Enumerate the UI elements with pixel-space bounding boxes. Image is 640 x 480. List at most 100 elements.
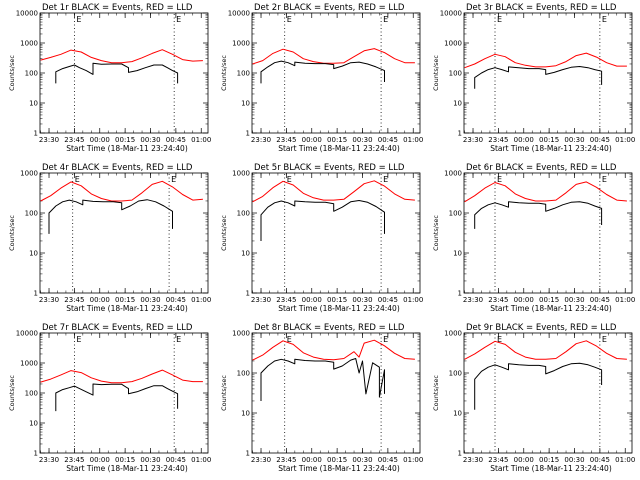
x-tick-label: 23:30 bbox=[251, 136, 271, 144]
plot-frame bbox=[39, 332, 209, 454]
y-tick-label: 10 bbox=[29, 420, 38, 428]
series-line-lld bbox=[40, 49, 203, 64]
panel-title: Det 8r BLACK = Events, RED = LLD bbox=[254, 323, 405, 333]
x-tick-label: 23:30 bbox=[463, 136, 483, 144]
x-axis-label: Start Time (18-Mar-11 23:24:40) bbox=[490, 304, 612, 313]
chart-panel-9: Det 9r BLACK = Events, RED = LLD 1 10 100 10… bbox=[432, 323, 635, 473]
x-tick-label: 00:15 bbox=[539, 296, 559, 304]
y-axis-label: Counts/sec bbox=[220, 55, 228, 91]
panel-title: Det 4r BLACK = Events, RED = LLD bbox=[42, 163, 193, 173]
plot-frame bbox=[463, 12, 633, 134]
y-tick-label: 100 bbox=[449, 70, 462, 78]
y-tick-label: 1 bbox=[34, 130, 38, 138]
x-tick-label: 23:45 bbox=[64, 296, 84, 304]
y-tick-label: 1 bbox=[458, 130, 462, 138]
series-line-events bbox=[48, 199, 173, 234]
x-axis-label: Start Time (18-Mar-11 23:24:40) bbox=[278, 464, 400, 473]
x-tick-label: 01:00 bbox=[191, 296, 211, 304]
y-tick-label: 10000 bbox=[228, 10, 250, 18]
y-tick-label: 1000 bbox=[20, 40, 38, 48]
x-tick-label: 00:45 bbox=[590, 136, 610, 144]
x-tick-label: 23:30 bbox=[39, 296, 59, 304]
y-tick-label: 1000 bbox=[444, 170, 462, 178]
panel-title: Det 1r BLACK = Events, RED = LLD bbox=[42, 3, 193, 13]
x-tick-label: 01:00 bbox=[615, 296, 635, 304]
x-tick-label: 00:00 bbox=[514, 136, 534, 144]
x-tick-label: 01:00 bbox=[191, 136, 211, 144]
y-tick-label: 100 bbox=[449, 210, 462, 218]
chart-panel-4: Det 4r BLACK = Events, RED = LLD 1 10 100 10… bbox=[8, 163, 211, 313]
y-tick-label: 10 bbox=[241, 100, 250, 108]
y-tick-label: 10 bbox=[29, 100, 38, 108]
x-axis-label: Start Time (18-Mar-11 23:24:40) bbox=[278, 304, 400, 313]
x-tick-label: 23:45 bbox=[488, 136, 508, 144]
y-tick-label: 10 bbox=[453, 250, 462, 258]
y-tick-label: 10 bbox=[241, 250, 250, 258]
x-tick-label: 23:30 bbox=[39, 456, 59, 464]
plot-frame bbox=[251, 332, 421, 454]
y-tick-label: 100 bbox=[237, 210, 250, 218]
series-line-lld bbox=[464, 181, 627, 203]
y-tick-label: 1 bbox=[246, 450, 250, 458]
y-tick-label: 100 bbox=[449, 370, 462, 378]
y-tick-label: 1000 bbox=[20, 360, 38, 368]
x-tick-label: 23:30 bbox=[251, 296, 271, 304]
series-line-lld bbox=[252, 339, 415, 361]
event-marker-label: E bbox=[497, 335, 502, 344]
x-tick-label: 00:45 bbox=[166, 296, 186, 304]
series-line-events bbox=[260, 358, 385, 401]
x-tick-label: 00:45 bbox=[590, 296, 610, 304]
y-tick-label: 1000 bbox=[20, 170, 38, 178]
x-tick-label: 00:15 bbox=[327, 456, 347, 464]
x-tick-label: 00:15 bbox=[327, 296, 347, 304]
y-tick-label: 1 bbox=[34, 290, 38, 298]
x-tick-label: 00:15 bbox=[115, 136, 135, 144]
x-tick-label: 00:30 bbox=[140, 136, 160, 144]
y-axis-label: Counts/sec bbox=[8, 55, 16, 91]
x-tick-label: 00:15 bbox=[115, 296, 135, 304]
series-line-lld bbox=[252, 180, 415, 203]
x-tick-label: 01:00 bbox=[403, 456, 423, 464]
chart-panel-2: Det 2r BLACK = Events, RED = LLD 1 10 100 10… bbox=[220, 3, 423, 153]
x-axis-label: Start Time (18-Mar-11 23:24:40) bbox=[66, 144, 188, 153]
y-tick-label: 1 bbox=[246, 130, 250, 138]
x-tick-label: 00:15 bbox=[539, 136, 559, 144]
event-marker-label: E bbox=[497, 175, 502, 184]
y-tick-label: 100 bbox=[237, 370, 250, 378]
x-tick-label: 00:00 bbox=[302, 456, 322, 464]
plot-frame bbox=[251, 172, 421, 294]
y-axis-label: Counts/sec bbox=[432, 215, 440, 251]
y-tick-label: 100 bbox=[25, 390, 38, 398]
y-tick-label: 10 bbox=[241, 410, 250, 418]
x-tick-label: 00:00 bbox=[514, 456, 534, 464]
event-marker-label: E bbox=[176, 15, 181, 24]
y-tick-label: 10 bbox=[453, 410, 462, 418]
x-tick-label: 01:00 bbox=[615, 456, 635, 464]
panel-title: Det 5r BLACK = Events, RED = LLD bbox=[254, 163, 405, 173]
y-tick-label: 10000 bbox=[440, 10, 462, 18]
event-marker-label: E bbox=[383, 15, 388, 24]
event-marker-label: E bbox=[383, 175, 388, 184]
event-marker-label: E bbox=[75, 175, 80, 184]
chart-panel-6: Det 6r BLACK = Events, RED = LLD 1 10 100 10… bbox=[432, 163, 635, 313]
y-tick-label: 10000 bbox=[16, 10, 38, 18]
y-axis-label: Counts/sec bbox=[220, 215, 228, 251]
y-tick-label: 100 bbox=[25, 210, 38, 218]
x-tick-label: 01:00 bbox=[191, 456, 211, 464]
chart-panel-1: Det 1r BLACK = Events, RED = LLD 1 10 100 10… bbox=[8, 3, 211, 153]
x-tick-label: 23:30 bbox=[39, 136, 59, 144]
chart-panel-5: Det 5r BLACK = Events, RED = LLD 1 10 100 10… bbox=[220, 163, 423, 313]
plot-frame bbox=[251, 12, 421, 134]
x-tick-label: 23:45 bbox=[276, 136, 296, 144]
x-tick-label: 00:00 bbox=[90, 456, 110, 464]
plot-frame bbox=[39, 172, 209, 294]
x-tick-label: 01:00 bbox=[403, 296, 423, 304]
x-tick-label: 00:30 bbox=[140, 296, 160, 304]
panel-title: Det 7r BLACK = Events, RED = LLD bbox=[42, 323, 193, 333]
event-marker-label: E bbox=[76, 15, 81, 24]
x-tick-label: 00:00 bbox=[514, 296, 534, 304]
event-marker-label: E bbox=[383, 335, 388, 344]
x-tick-label: 00:45 bbox=[378, 136, 398, 144]
y-tick-label: 10 bbox=[453, 100, 462, 108]
x-axis-label: Start Time (18-Mar-11 23:24:40) bbox=[66, 464, 188, 473]
